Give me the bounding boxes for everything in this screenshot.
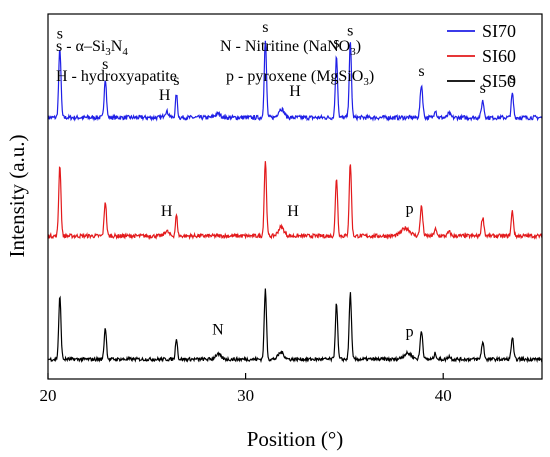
peak-label: p [406, 200, 414, 217]
y-axis-label: Intensity (a.u.) [5, 134, 29, 257]
peak-label: s [57, 26, 63, 43]
peak-label: H [289, 83, 301, 100]
peak-label: s [480, 80, 486, 97]
x-tick-label: 40 [435, 386, 452, 405]
peak-label: s [333, 35, 339, 52]
x-axis-label: Position (°) [247, 427, 344, 451]
legend-label-si60: SI60 [482, 46, 516, 66]
phase-key-entry: H - hydroxyapatite [56, 68, 177, 85]
legend: SI70 SI60 SI50 [447, 21, 516, 91]
peak-label: H [161, 203, 173, 220]
x-tick-label: 30 [237, 386, 254, 405]
peak-label: H [287, 203, 299, 220]
legend-label-si50: SI50 [482, 71, 516, 91]
phase-key-entry: p - pyroxene (MgSiO3) [226, 68, 374, 88]
phase-key: s - α–Si3N4 N - Nitritine (NaNO3) H - hydr… [56, 38, 374, 88]
peak-label: s [347, 23, 353, 40]
peak-label: N [212, 322, 224, 339]
peak-label: s [102, 56, 108, 73]
peak-label: s [262, 19, 268, 36]
phase-key-entry: N - Nitritine (NaNO3) [220, 38, 361, 58]
x-axis-ticks: 20 30 40 [40, 373, 452, 405]
series-line-si60 [47, 161, 543, 241]
peak-label: s [173, 72, 179, 89]
peak-label: s [418, 63, 424, 80]
plot-frame [47, 13, 543, 380]
series-layer [47, 40, 543, 364]
legend-label-si70: SI70 [482, 21, 516, 41]
peak-label: s [509, 70, 515, 87]
x-tick-label: 20 [40, 386, 57, 405]
peak-label: p [406, 324, 414, 341]
peak-label: H [159, 87, 171, 104]
phase-key-entry: s - α–Si3N4 [56, 38, 128, 58]
series-line-si70 [47, 40, 543, 122]
series-line-si50 [47, 288, 543, 364]
